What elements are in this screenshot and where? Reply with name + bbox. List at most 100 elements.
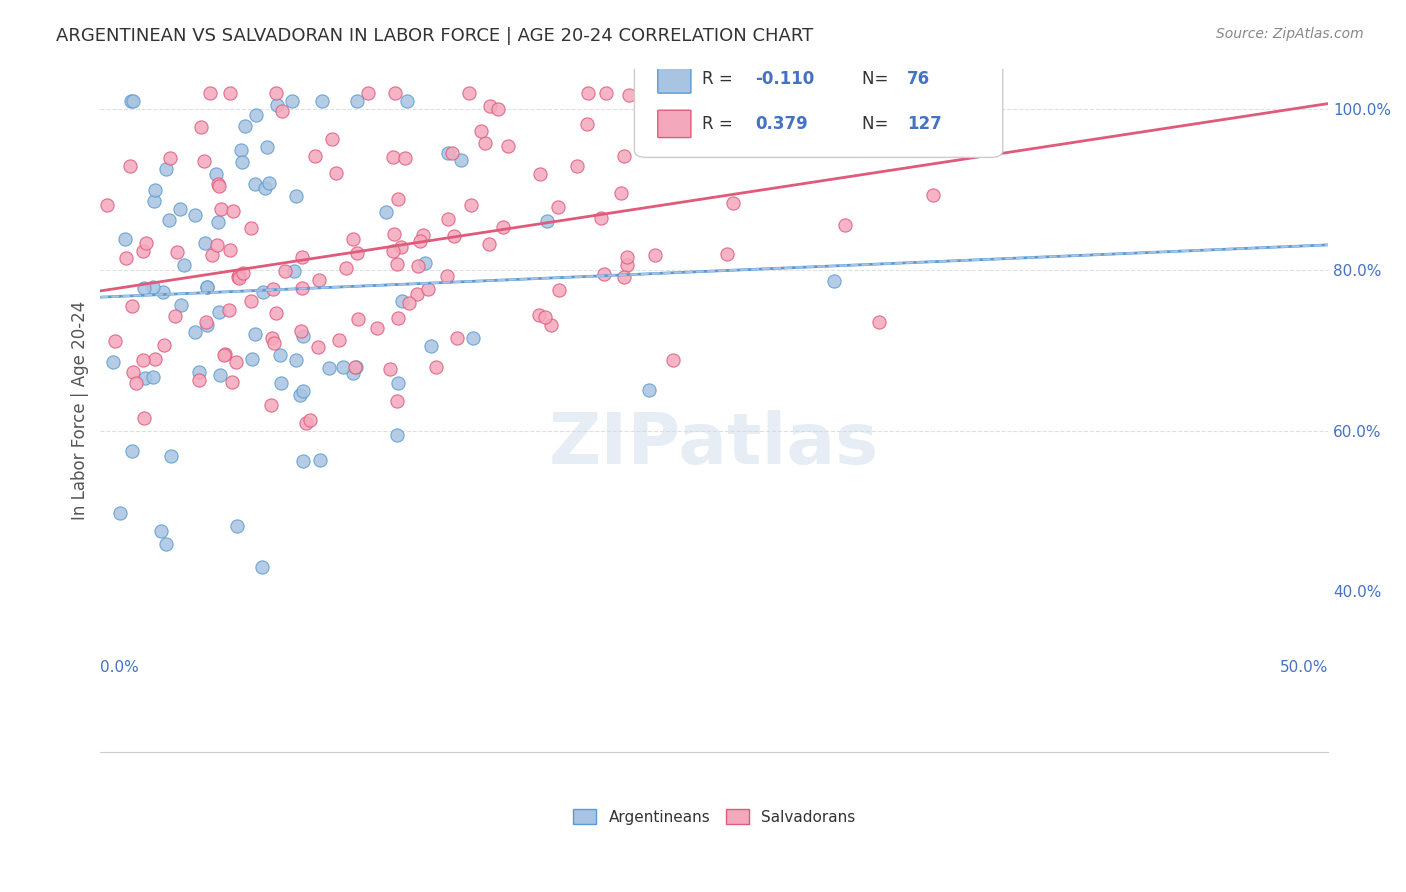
Salvadorans [218, 303, 240, 318]
Argentineans [108, 506, 131, 520]
Salvadorans [225, 354, 247, 368]
Salvadorans [529, 167, 551, 181]
Argentineans [375, 205, 398, 219]
Salvadorans [486, 102, 509, 116]
Salvadorans [721, 195, 744, 210]
Text: R =: R = [702, 115, 738, 133]
Salvadorans [104, 334, 127, 349]
Argentineans [385, 428, 408, 442]
Text: ZIPatlas: ZIPatlas [550, 410, 879, 479]
Salvadorans [328, 333, 350, 347]
FancyBboxPatch shape [658, 66, 690, 93]
Salvadorans [115, 252, 138, 266]
Salvadorans [613, 269, 636, 284]
Argentineans [195, 318, 218, 332]
Text: ARGENTINEAN VS SALVADORAN IN LABOR FORCE | AGE 20-24 CORRELATION CHART: ARGENTINEAN VS SALVADORAN IN LABOR FORCE… [56, 27, 814, 45]
Salvadorans [387, 394, 409, 409]
Salvadorans [385, 257, 408, 271]
Salvadorans [232, 266, 254, 280]
Argentineans [344, 360, 367, 375]
Salvadorans [548, 283, 571, 297]
Salvadorans [152, 337, 174, 351]
Salvadorans [143, 352, 166, 367]
Salvadorans [381, 244, 404, 259]
Argentineans [823, 274, 845, 288]
Salvadorans [163, 309, 186, 323]
Salvadorans [576, 86, 599, 100]
Salvadorans [366, 321, 388, 335]
Salvadorans [406, 286, 429, 301]
Argentineans [252, 285, 274, 299]
Salvadorans [260, 398, 283, 412]
Argentineans [288, 388, 311, 402]
Salvadorans [208, 178, 231, 193]
Argentineans [231, 155, 253, 169]
Salvadorans [118, 159, 141, 173]
Salvadorans [547, 200, 569, 214]
Argentineans [450, 153, 472, 167]
Argentineans [208, 305, 231, 319]
Argentineans [225, 519, 247, 533]
Salvadorans [260, 331, 283, 345]
Salvadorans [474, 136, 496, 150]
Argentineans [281, 94, 304, 108]
Salvadorans [609, 186, 631, 201]
Salvadorans [190, 120, 212, 135]
Argentineans [318, 360, 340, 375]
Salvadorans [188, 373, 211, 387]
Salvadorans [239, 294, 262, 309]
Salvadorans [198, 86, 221, 100]
Salvadorans [298, 413, 321, 427]
Salvadorans [387, 311, 409, 326]
Salvadorans [294, 416, 316, 430]
Salvadorans [207, 177, 229, 191]
Salvadorans [478, 99, 501, 113]
Salvadorans [121, 299, 143, 313]
Salvadorans [263, 336, 285, 351]
Argentineans [240, 351, 263, 366]
Argentineans [270, 376, 292, 391]
Argentineans [195, 280, 218, 294]
Salvadorans [834, 218, 856, 232]
Argentineans [121, 94, 143, 108]
Text: 50.0%: 50.0% [1279, 660, 1329, 675]
Salvadorans [619, 87, 641, 102]
Text: 0.0%: 0.0% [100, 660, 139, 675]
Argentineans [120, 94, 142, 108]
Salvadorans [381, 150, 404, 164]
Argentineans [346, 94, 368, 108]
Argentineans [285, 352, 308, 367]
Salvadorans [662, 353, 685, 368]
Argentineans [243, 327, 266, 342]
Argentineans [208, 368, 231, 383]
Salvadorans [595, 86, 617, 100]
Salvadorans [565, 159, 588, 173]
Salvadorans [308, 273, 330, 287]
Salvadorans [922, 188, 945, 202]
Salvadorans [209, 202, 232, 216]
Text: 127: 127 [907, 115, 942, 133]
Argentineans [420, 339, 443, 353]
Argentineans [134, 371, 156, 385]
Argentineans [291, 454, 314, 468]
Argentineans [184, 208, 207, 222]
Salvadorans [662, 86, 685, 100]
Salvadorans [398, 296, 420, 310]
Salvadorans [443, 229, 465, 244]
Argentineans [143, 183, 166, 197]
Salvadorans [534, 310, 557, 324]
Argentineans [142, 194, 165, 208]
Salvadorans [325, 166, 347, 180]
Salvadorans [408, 259, 430, 273]
Salvadorans [436, 211, 458, 226]
Salvadorans [616, 250, 638, 264]
Salvadorans [868, 315, 890, 329]
Argentineans [229, 143, 252, 157]
Salvadorans [695, 137, 717, 152]
Salvadorans [346, 245, 368, 260]
Text: -0.110: -0.110 [755, 70, 814, 88]
Argentineans [256, 140, 278, 154]
Text: Source: ZipAtlas.com: Source: ZipAtlas.com [1216, 27, 1364, 41]
Salvadorans [274, 264, 297, 278]
Argentineans [207, 214, 229, 228]
